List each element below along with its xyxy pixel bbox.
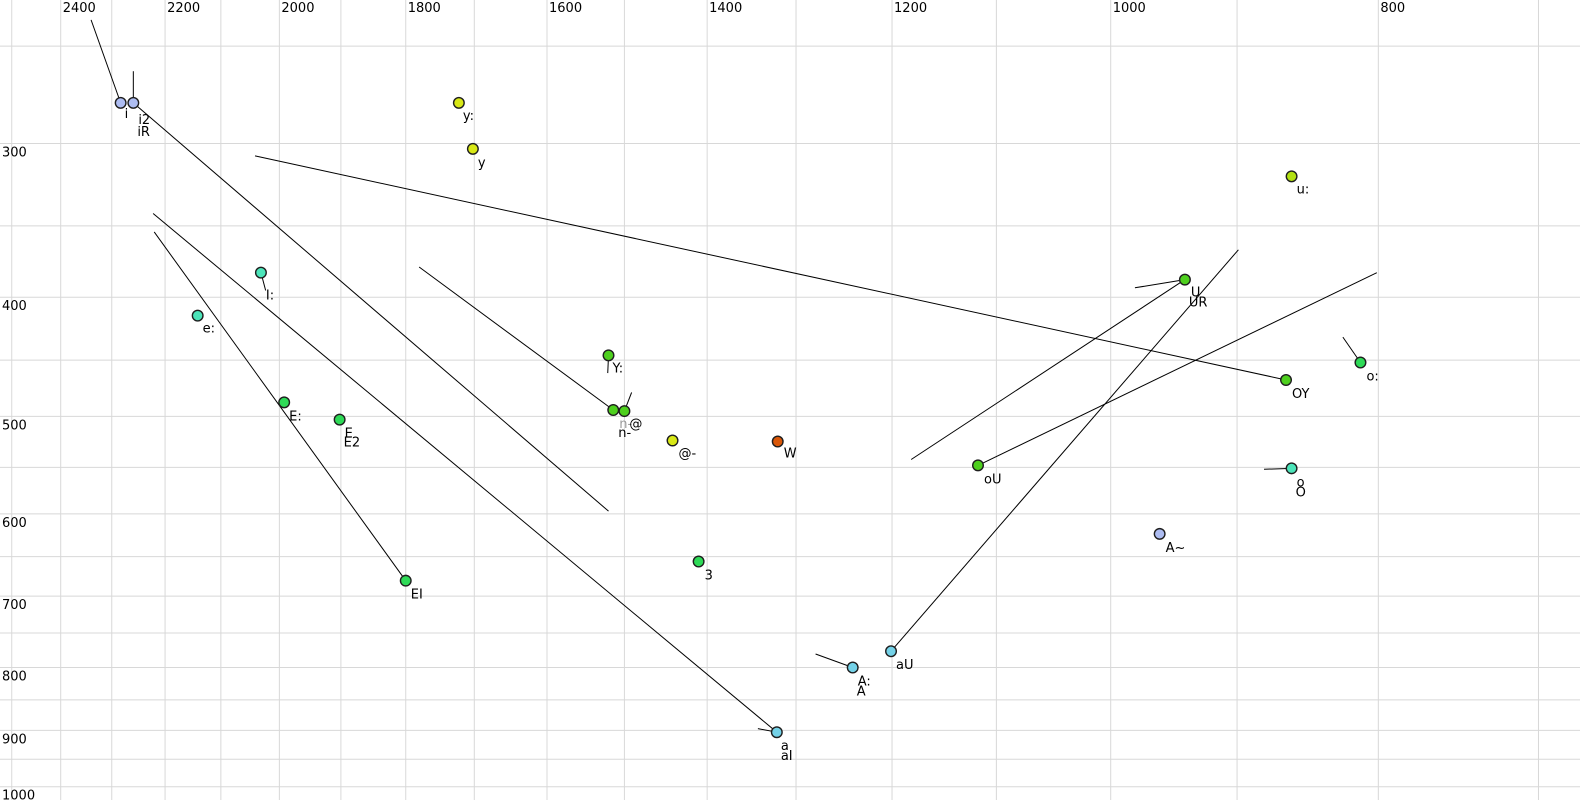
y-tick-label-700: 700	[2, 598, 27, 613]
point-label-E-E2-1: E2	[344, 436, 361, 451]
trajectory-line-U-UR-1	[910, 279, 1186, 460]
y-tick-label-1000: 1000	[2, 789, 35, 800]
point-label-E-E2-0: E	[345, 427, 353, 442]
y-tick-label-600: 600	[2, 516, 27, 531]
point-label-a-aI-1: aI	[781, 749, 793, 764]
trajectory-line-U-UR-0	[1134, 279, 1185, 289]
point-label-U-UR-1: UR	[1189, 296, 1208, 311]
data-point-i2-iR	[127, 96, 140, 109]
point-label-n-syl-1: n-	[618, 426, 631, 441]
data-point-OY	[1280, 373, 1293, 386]
point-label-Y-0: Y:	[612, 361, 624, 376]
data-point-o-long	[1354, 356, 1367, 369]
data-point-y-long	[452, 96, 465, 109]
data-point-schwa	[618, 405, 631, 418]
y-tick-label-500: 500	[2, 418, 27, 433]
point-label-o-long-0: o:	[1366, 370, 1378, 385]
point-label-A-nasal-0: A~	[1166, 541, 1186, 556]
point-label-aU-0: aU	[896, 658, 913, 673]
data-point-aU	[885, 645, 898, 658]
x-tick-label-1400: 1400	[709, 1, 742, 16]
x-tick-label-2000: 2000	[281, 1, 314, 16]
data-point-A-nasal	[1153, 527, 1166, 540]
data-point-Y	[602, 349, 615, 362]
x-tick-label-1600: 1600	[549, 1, 582, 16]
point-label-oU-0: oU	[984, 472, 1001, 487]
point-label-EI-0: EI	[411, 588, 423, 603]
data-point-y	[466, 142, 479, 155]
point-label-A-long-A-0: A:	[858, 675, 871, 690]
point-label-A-long-A-1: A	[857, 685, 866, 700]
trajectory-line-OY-0	[254, 155, 1287, 381]
point-label-schwa-0: @	[629, 417, 642, 432]
point-label-n-syl-0: n-	[619, 417, 632, 432]
point-label-o-O-1: O	[1296, 485, 1306, 500]
x-tick-label-1000: 1000	[1113, 1, 1146, 16]
point-label-OY-0: OY	[1292, 387, 1310, 402]
data-point-A-long-A	[846, 661, 859, 674]
point-label-U-UR-0: U	[1191, 286, 1201, 301]
point-label-a-aI-0: a	[781, 739, 789, 754]
data-point-oU	[971, 459, 984, 472]
x-tick-label-1800: 1800	[408, 1, 441, 16]
data-point-o-O	[1285, 462, 1298, 475]
trajectory-line-aU-0	[890, 249, 1239, 652]
y-tick-label-400: 400	[2, 299, 27, 314]
point-label-W-0: W	[784, 446, 797, 461]
point-label-u-long-0: u:	[1297, 182, 1310, 197]
trajectory-line-i-0	[90, 19, 122, 104]
trajectory-line-a-aI-1	[152, 213, 778, 733]
trajectory-line-A-long-A-0	[815, 653, 853, 668]
y-tick-label-300: 300	[2, 146, 27, 161]
data-point-a-aI	[770, 726, 783, 739]
data-point-schwa-syl	[666, 434, 679, 447]
point-label-i-0: i	[125, 107, 129, 122]
data-point-I-long	[254, 266, 267, 279]
point-label-i2-iR-1: iR	[137, 125, 150, 140]
point-label-schwa-syl-0: @-	[679, 446, 697, 461]
x-tick-label-800: 800	[1380, 1, 1405, 16]
data-point-W	[771, 435, 784, 448]
data-point-E-E2	[333, 413, 346, 426]
trajectory-line-n-syl-0	[418, 266, 614, 411]
data-point-e-long	[191, 309, 204, 322]
data-point-3	[692, 555, 705, 568]
point-label-i2-iR-0: i2	[138, 113, 150, 128]
data-point-U-UR	[1178, 273, 1191, 286]
trajectory-line-i2-iR-1	[132, 102, 609, 512]
y-tick-label-800: 800	[2, 670, 27, 685]
point-label-e-long-0: e:	[203, 322, 215, 337]
data-point-E-long	[278, 396, 291, 409]
point-label-E-long-0: E:	[289, 409, 302, 424]
point-label-o-O-0: o	[1297, 475, 1305, 490]
trajectory-line-oU-0	[977, 272, 1378, 466]
point-label-y-0: y	[478, 156, 486, 171]
x-tick-label-1200: 1200	[894, 1, 927, 16]
point-label-I-long-0: I:	[266, 289, 274, 304]
data-point-EI	[399, 574, 412, 587]
point-label-3-0: 3	[705, 568, 713, 583]
x-tick-label-2200: 2200	[167, 1, 200, 16]
data-point-i	[114, 96, 127, 109]
data-point-u-long	[1285, 170, 1298, 183]
y-tick-label-900: 900	[2, 732, 27, 747]
data-point-n-syl	[607, 403, 620, 416]
point-label-y-long-0: y:	[463, 109, 474, 124]
x-tick-label-2400: 2400	[63, 1, 96, 16]
